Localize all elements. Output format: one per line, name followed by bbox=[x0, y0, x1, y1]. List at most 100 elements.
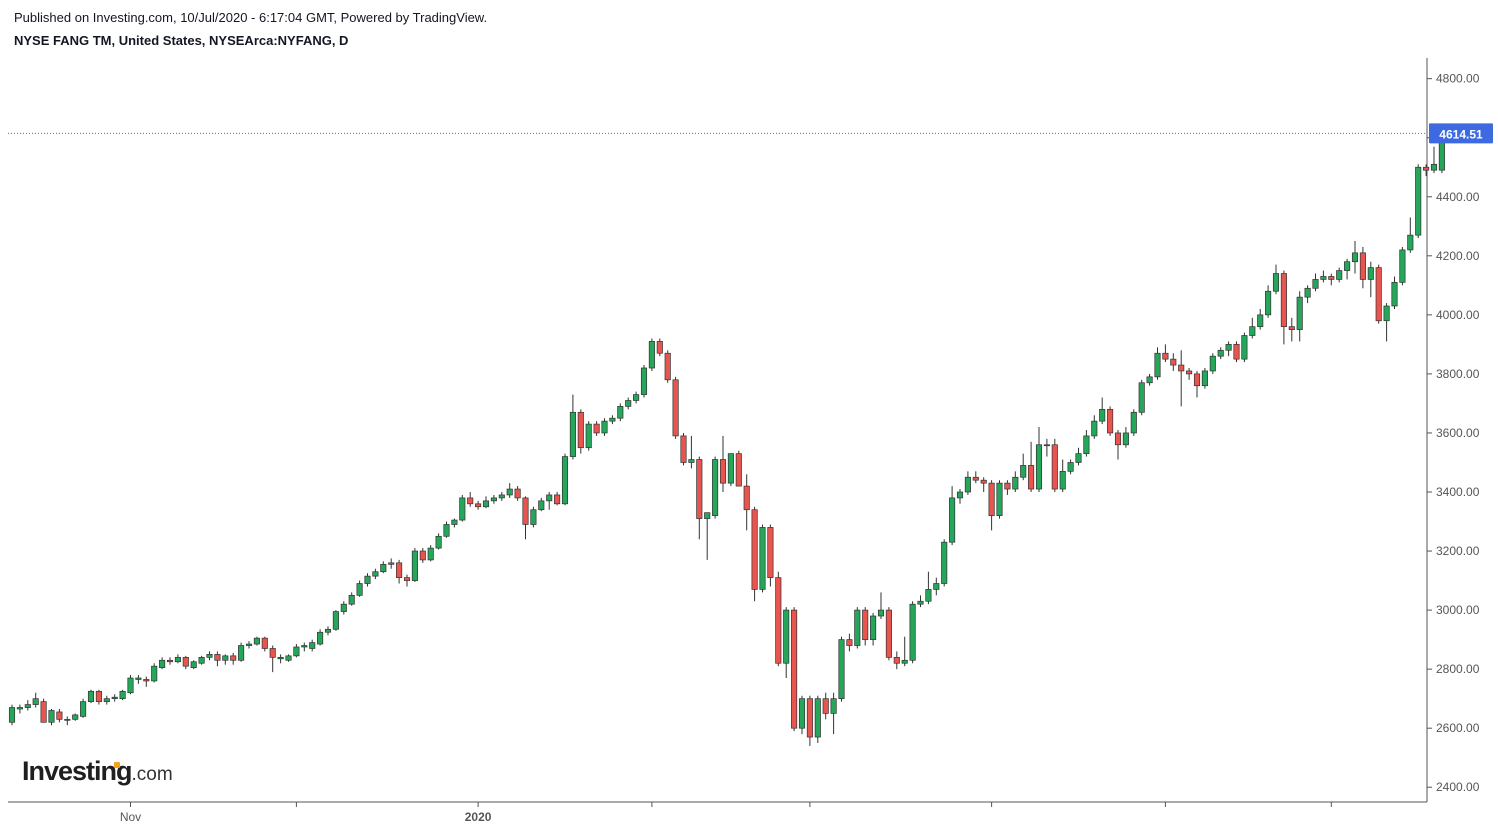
candle-body bbox=[585, 423, 592, 449]
candle-body bbox=[119, 690, 126, 700]
candle-body bbox=[1241, 335, 1248, 360]
candle-body bbox=[577, 411, 584, 449]
candle-body bbox=[1067, 462, 1074, 472]
candle-body bbox=[1162, 352, 1169, 360]
candle-body bbox=[530, 509, 537, 525]
candle-body bbox=[1043, 444, 1050, 447]
candle-body bbox=[822, 698, 829, 714]
candle-body bbox=[1280, 273, 1287, 328]
candle-body bbox=[877, 609, 885, 617]
candle-body bbox=[1051, 444, 1058, 490]
candle-body bbox=[522, 497, 529, 525]
candle-body bbox=[633, 394, 640, 401]
candle-body bbox=[569, 411, 576, 457]
y-tick-label: 2600.00 bbox=[1436, 721, 1480, 735]
candle-body bbox=[1028, 465, 1035, 490]
candle-body bbox=[688, 459, 695, 463]
candle-body bbox=[909, 603, 916, 661]
candle-body bbox=[609, 417, 616, 422]
candle-body bbox=[546, 494, 553, 502]
candle-body bbox=[190, 661, 197, 669]
candle-body bbox=[775, 577, 782, 664]
candle-body bbox=[127, 677, 134, 694]
candle-body bbox=[356, 583, 363, 596]
candle-body bbox=[1296, 296, 1303, 330]
y-tick-label: 3000.00 bbox=[1436, 603, 1480, 617]
y-tick-label: 4200.00 bbox=[1436, 249, 1480, 263]
investing-logo-main: Investing bbox=[22, 756, 133, 786]
candle-body bbox=[1249, 326, 1256, 336]
candle-body bbox=[1114, 432, 1122, 446]
candle-body bbox=[656, 341, 663, 354]
candle-body bbox=[885, 609, 892, 658]
candle-body bbox=[988, 482, 995, 516]
candle-body bbox=[198, 656, 205, 664]
candle-body bbox=[1399, 249, 1406, 283]
candle-body bbox=[72, 714, 79, 720]
candle-body bbox=[1391, 282, 1398, 307]
candle-body bbox=[1012, 476, 1019, 490]
candle-body bbox=[1130, 411, 1137, 434]
candle-body bbox=[403, 577, 411, 581]
candle-body bbox=[727, 453, 734, 484]
candle-body bbox=[490, 497, 497, 502]
candle-body bbox=[838, 639, 845, 700]
candle-body bbox=[1186, 370, 1193, 375]
candle-body bbox=[285, 655, 292, 661]
candle-body bbox=[870, 615, 877, 640]
candle-body bbox=[1091, 420, 1098, 437]
candle-body bbox=[1288, 326, 1295, 330]
candle-body bbox=[972, 476, 979, 481]
candle-body bbox=[411, 550, 418, 581]
candle-body bbox=[751, 509, 758, 590]
candle-body bbox=[1359, 252, 1366, 280]
candle-body bbox=[648, 341, 655, 369]
candle-body bbox=[996, 482, 1003, 516]
candle-body bbox=[538, 500, 545, 511]
candle-body bbox=[214, 654, 221, 661]
candle-body bbox=[964, 476, 971, 493]
candle-body bbox=[253, 637, 260, 645]
candle-body bbox=[1320, 276, 1327, 280]
candle-body bbox=[767, 527, 774, 578]
candle-body bbox=[1209, 355, 1216, 372]
last-price-badge bbox=[1429, 123, 1493, 144]
candle-body bbox=[1122, 432, 1129, 446]
candle-body bbox=[1257, 314, 1264, 328]
candle-body bbox=[111, 696, 118, 700]
candle-body bbox=[419, 550, 426, 561]
candle-body bbox=[1383, 305, 1390, 322]
candle-body bbox=[814, 698, 821, 738]
candle-body bbox=[664, 352, 671, 381]
candle-body bbox=[1201, 370, 1208, 387]
candle-body bbox=[1170, 358, 1177, 366]
candle-body bbox=[309, 642, 316, 649]
candle-body bbox=[40, 701, 47, 723]
candle-body bbox=[1375, 267, 1382, 322]
candle-body bbox=[1344, 261, 1351, 271]
candle-body bbox=[941, 541, 948, 584]
candle-body bbox=[506, 488, 513, 496]
candle-body bbox=[933, 583, 940, 590]
candle-body bbox=[1272, 273, 1280, 292]
candle-body bbox=[245, 643, 253, 646]
candle-body bbox=[561, 456, 569, 505]
candle-body bbox=[1328, 276, 1335, 280]
candle-body bbox=[759, 527, 766, 590]
candle-body bbox=[601, 420, 608, 434]
candle-body bbox=[743, 485, 750, 511]
candle-body bbox=[80, 701, 87, 717]
candle-body bbox=[1107, 408, 1114, 434]
candle-body bbox=[917, 600, 924, 605]
candle-body bbox=[372, 571, 379, 577]
candle-body bbox=[1020, 465, 1027, 478]
candle-body bbox=[95, 690, 102, 702]
y-tick-label: 3200.00 bbox=[1436, 544, 1480, 558]
candle-body bbox=[696, 459, 703, 519]
candle-body bbox=[206, 654, 213, 658]
candle-body bbox=[482, 500, 490, 508]
candle-body bbox=[672, 379, 679, 437]
candle-body bbox=[340, 603, 347, 612]
candle-body bbox=[301, 645, 308, 648]
investing-logo: Investing.com bbox=[22, 758, 173, 785]
